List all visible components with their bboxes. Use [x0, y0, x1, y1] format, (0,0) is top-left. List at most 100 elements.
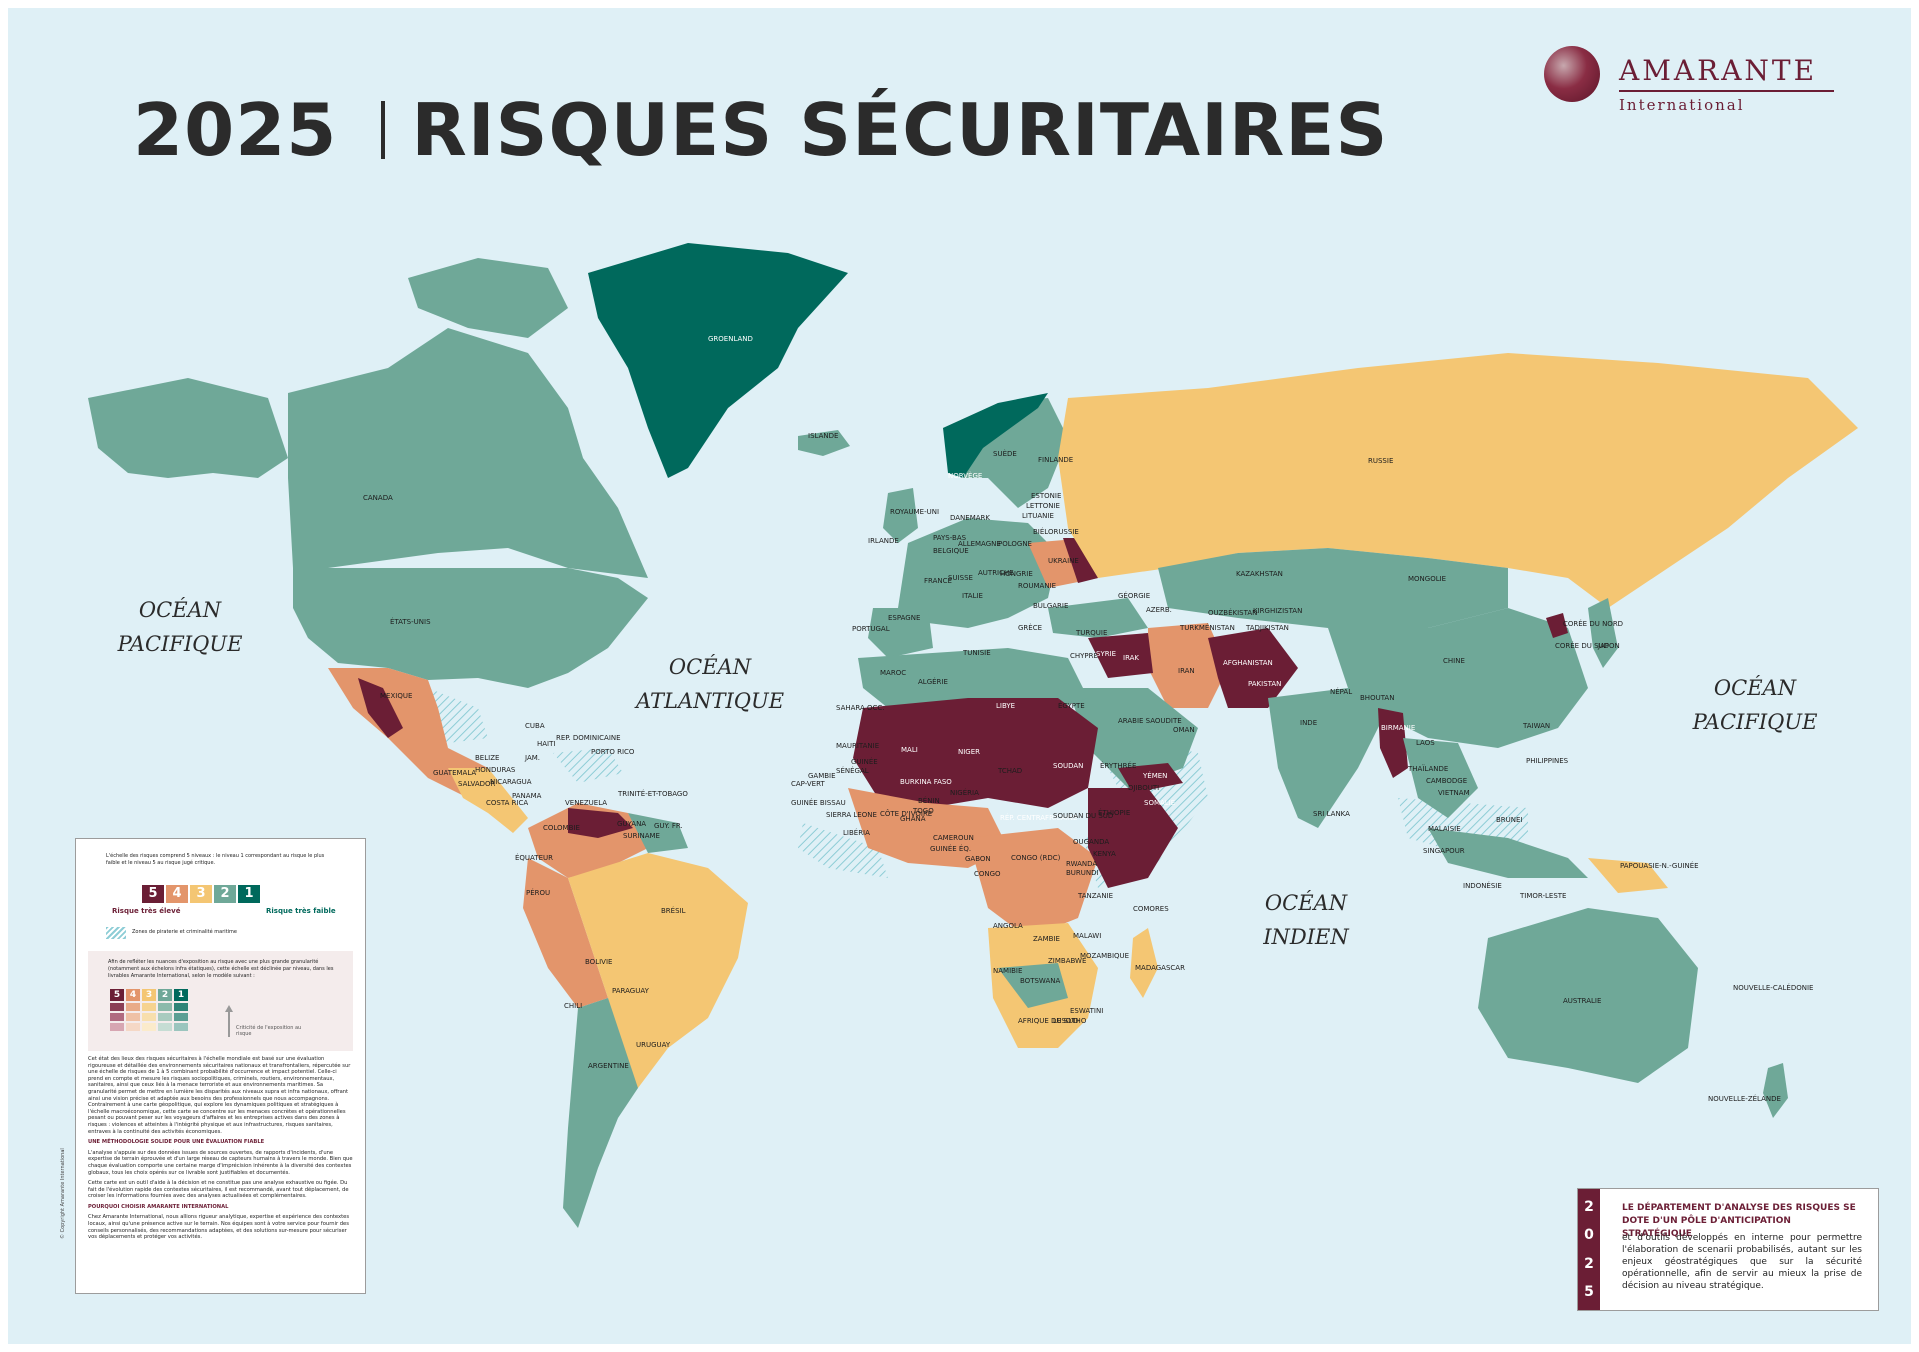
region-east-africa	[1088, 788, 1178, 888]
region-indonesia	[1428, 828, 1588, 878]
country-label-norvege: NORVÈGE	[948, 471, 982, 480]
region-norway	[943, 393, 1048, 478]
country-label-irak: IRAK	[1123, 654, 1139, 662]
country-label-guy-fr: GUY. FR.	[654, 822, 683, 830]
matrix-head-5: 5	[110, 989, 124, 1001]
country-label-trinite: TRINITÉ-ET-TOBAGO	[617, 789, 688, 798]
country-label-equateur: ÉQUATEUR	[515, 853, 553, 862]
dept-year-digit: 0	[1584, 1227, 1594, 1244]
country-label-coree-sud: CORÉE DU SUD	[1555, 641, 1609, 650]
legend-intro: L'échelle des risques comprend 5 niveaux…	[106, 853, 325, 866]
risk-scale: 5 4 3 2 1	[142, 885, 260, 903]
risk-level-5: 5	[142, 885, 164, 903]
country-label-portugal: PORTUGAL	[852, 625, 890, 633]
country-label-philippines: PHILIPPINES	[1526, 757, 1569, 765]
logo-underline	[1619, 90, 1834, 92]
country-label-lettonie: LETTONIE	[1026, 502, 1060, 510]
region-korea-north	[1546, 613, 1568, 638]
country-label-coree-nord: CORÉE DU NORD	[1563, 619, 1623, 628]
country-label-australie: AUSTRALIE	[1563, 997, 1601, 1005]
country-label-honduras: HONDURAS	[475, 766, 516, 774]
region-guyanas	[628, 813, 688, 853]
region-sahel	[853, 698, 1098, 808]
logo-sub: International	[1619, 96, 1745, 114]
country-label-danemark: DANEMARK	[950, 514, 990, 522]
country-label-ouzbekistan: OUZBÉKISTAN	[1208, 608, 1257, 617]
region-japan	[1588, 598, 1618, 668]
title-separator	[381, 101, 386, 159]
country-label-suisse: SUISSE	[948, 574, 973, 582]
country-label-nouvelle-zelande: NOUVELLE-ZÉLANDE	[1708, 1094, 1781, 1103]
country-label-lesotho: LESOTHO	[1053, 1017, 1087, 1025]
country-label-bulgarie: BULGARIE	[1033, 602, 1068, 610]
risk-level-2: 2	[214, 885, 236, 903]
country-label-malaisie: MALAISIE	[1428, 825, 1461, 833]
region-venezuela-hotspot	[568, 808, 633, 838]
country-label-niger: NIGER	[958, 748, 980, 756]
risk-level-4: 4	[166, 885, 188, 903]
country-label-mauritanie: MAURITANIE	[836, 742, 879, 750]
country-label-turquie: TURQUIE	[1075, 629, 1107, 637]
country-label-soudan: SOUDAN	[1053, 762, 1083, 770]
region-west-africa	[848, 788, 1008, 868]
region-yemen	[1118, 763, 1183, 793]
country-label-syrie: SYRIE	[1096, 650, 1116, 658]
country-label-ukraine: UKRAINE	[1048, 557, 1079, 565]
country-label-chili: CHILI	[564, 1002, 582, 1010]
nuance-box: Afin de refléter les nuances d'expositio…	[88, 951, 353, 1051]
country-label-inde: INDE	[1300, 719, 1317, 727]
country-label-madagascar: MADAGASCAR	[1135, 964, 1185, 972]
title-year: 2025	[133, 88, 338, 172]
region-australia	[1478, 908, 1698, 1083]
country-label-burundi: BURUNDI	[1066, 869, 1099, 877]
country-label-finlande: FINLANDE	[1038, 456, 1073, 464]
ocean-label-atlantic: OCÉAN ATLANTIQUE	[634, 655, 784, 713]
country-label-belize: BELIZE	[475, 754, 499, 762]
title-text: RISQUES SÉCURITAIRES	[411, 88, 1389, 172]
country-label-pays-bas: PAYS-BAS	[933, 534, 967, 542]
region-southern-cone	[563, 998, 638, 1228]
region-madagascar	[1130, 928, 1158, 998]
country-label-cameroun: CAMEROUN	[933, 834, 974, 842]
body-paragraph-4: Chez Amarante International, nous allion…	[88, 1214, 350, 1241]
region-usa	[293, 568, 648, 688]
region-alaska	[88, 378, 288, 478]
country-label-jam: JAM.	[524, 754, 540, 762]
region-uk	[883, 488, 918, 543]
country-label-arabie: ARABIE SAOUDITE	[1118, 717, 1182, 725]
country-label-angola: ANGOLA	[993, 922, 1023, 930]
country-label-gambie: GAMBIE	[808, 772, 836, 780]
region-png	[1588, 858, 1668, 893]
matrix-swatch	[158, 1013, 172, 1021]
country-label-turkmenistan: TURKMÉNISTAN	[1179, 623, 1235, 632]
region-iceland	[798, 430, 850, 456]
country-label-chypre: CHYPRE	[1070, 652, 1098, 660]
country-label-zimbabwe: ZIMBABWE	[1048, 957, 1086, 965]
country-label-irlande: IRLANDE	[868, 537, 899, 545]
country-label-islande: ISLANDE	[808, 432, 838, 440]
matrix-swatch	[126, 1003, 140, 1011]
region-andes	[523, 858, 608, 1008]
country-label-argentine: ARGENTINE	[588, 1062, 629, 1070]
region-syria-iraq	[1088, 633, 1153, 678]
matrix-head-3: 3	[142, 989, 156, 1001]
dept-year-digit: 2	[1584, 1255, 1594, 1272]
matrix-swatch	[158, 1023, 172, 1031]
copyright: © Copyright Amarante International	[60, 1148, 66, 1239]
country-label-erythree: ÉRYTHRÉE	[1100, 761, 1136, 770]
risk-level-1: 1	[238, 885, 260, 903]
heading-why-amarante: POURQUOI CHOISIR AMARANTE INTERNATIONAL	[88, 1203, 229, 1210]
country-label-kenya: KENYA	[1093, 850, 1116, 858]
region-iran	[1148, 623, 1228, 708]
region-canada	[288, 328, 648, 578]
country-label-afghanistan: AFGHANISTAN	[1223, 659, 1273, 667]
legend-panel: L'échelle des risques comprend 5 niveaux…	[60, 838, 366, 1294]
country-label-groenland: GROENLAND	[708, 335, 753, 343]
country-label-mongolie: MONGOLIE	[1408, 575, 1446, 583]
country-label-taiwan: TAIWAN	[1522, 722, 1550, 730]
country-label-brunei: BRUNEI	[1496, 816, 1523, 824]
country-label-birmanie: BIRMANIE	[1381, 724, 1415, 732]
country-label-guinee-eq: GUINÉE ÉQ.	[930, 844, 971, 853]
matrix-swatch	[142, 1013, 156, 1021]
country-label-togo: TOGO	[912, 807, 934, 815]
